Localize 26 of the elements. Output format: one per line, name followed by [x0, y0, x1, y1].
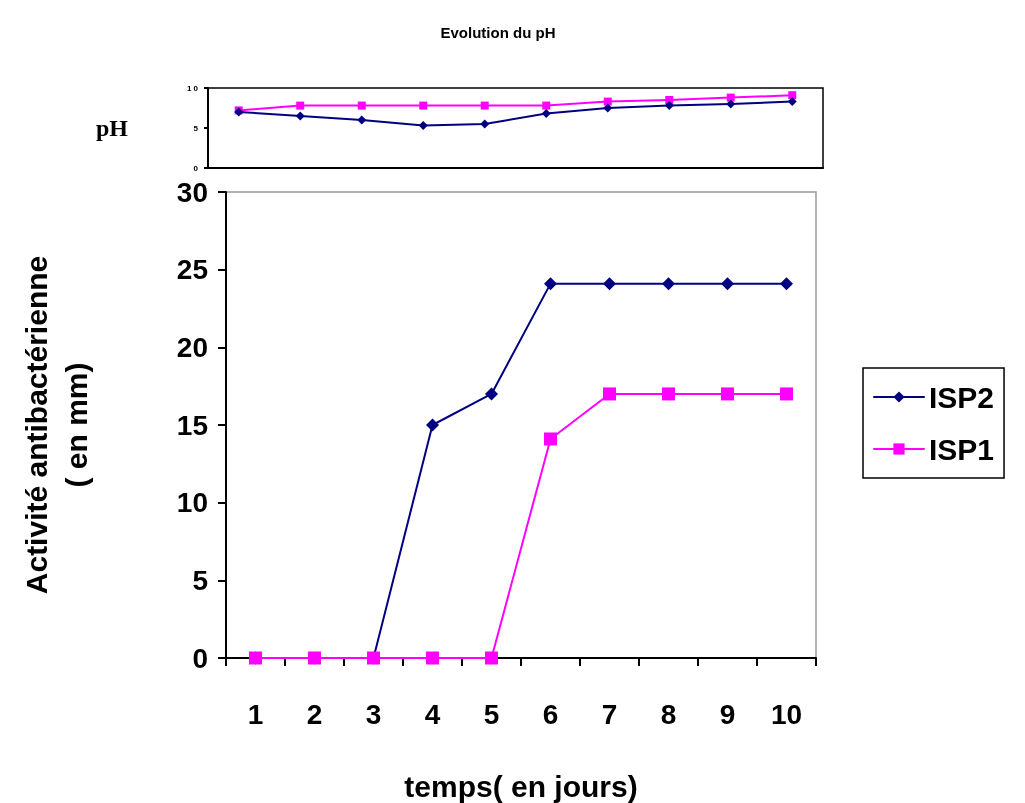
x-tick-label: 9: [719, 698, 736, 730]
y-axis-title: pH: [95, 115, 129, 141]
y-tick-label: 0: [192, 642, 208, 674]
y-tick-label: 25: [176, 254, 208, 286]
x-tick-label: 5: [483, 698, 500, 730]
x-tick-label: 4: [424, 698, 441, 730]
y-tick-label: 30: [176, 176, 208, 208]
legend-label: ISP1: [929, 432, 995, 466]
y-tick-label: 5: [192, 564, 208, 596]
x-tick-label: 3: [365, 698, 382, 730]
y-tick-label: 10: [176, 487, 208, 519]
x-tick-label: 10: [770, 698, 803, 730]
chart-title: Evolution du pH: [440, 24, 556, 41]
legend-label: ISP2: [929, 380, 995, 414]
x-tick-label: 2: [306, 698, 323, 730]
y-tick-label: 20: [176, 331, 208, 363]
x-tick-label: 6: [542, 698, 559, 730]
y-axis-title: Activité antibactérienne ( en mm): [19, 255, 93, 595]
y-tick-label: 0: [193, 163, 199, 173]
x-tick-label: 1: [247, 698, 264, 730]
y-tick-label: 5: [193, 123, 199, 133]
x-tick-label: 7: [601, 698, 618, 730]
x-axis-title: temps( en jours): [404, 769, 638, 803]
y-tick-label: 15: [176, 409, 208, 441]
y-tick-label: 1 0: [186, 83, 199, 93]
x-tick-label: 8: [660, 698, 677, 730]
